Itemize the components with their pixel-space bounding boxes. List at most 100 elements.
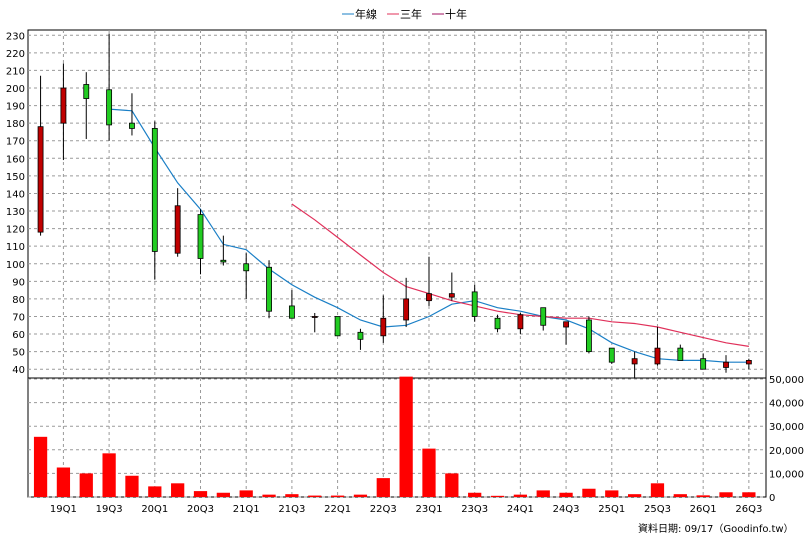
x-tick-label: 26Q3: [735, 504, 762, 515]
candle-body: [174, 205, 181, 254]
price-tick-label: 60: [12, 330, 25, 341]
volume-bar: [399, 376, 413, 497]
x-tick-label: 25Q3: [644, 504, 671, 515]
price-tick-label: 210: [6, 66, 25, 77]
price-axis: 40 50 60 70 80 90 100 110 120 130 140 150 160 170 180 1…: [6, 31, 25, 376]
x-tick-label: 21Q3: [278, 504, 305, 515]
x-tick-label: 23Q1: [416, 504, 443, 515]
price-tick-label: 70: [12, 312, 25, 323]
candle: [540, 307, 547, 331]
candle: [700, 353, 707, 370]
candle: [723, 355, 729, 373]
candle-body: [129, 122, 135, 129]
volume-bar: [239, 490, 253, 497]
candle: [37, 75, 44, 236]
volume-tick-label: 50,000: [769, 375, 804, 386]
candle-body: [311, 316, 318, 318]
volume-tick-label: 0: [769, 493, 775, 504]
volume-bar: [536, 490, 550, 497]
candle: [403, 277, 410, 328]
candle: [266, 260, 272, 319]
candle: [631, 351, 638, 378]
candle-body: [517, 314, 524, 330]
ma-year-line: [109, 108, 749, 363]
x-tick-label: 26Q1: [690, 504, 717, 515]
candle-body: [243, 263, 250, 272]
candle-body: [563, 321, 569, 328]
candle-body: [357, 331, 364, 340]
volume-bar: [330, 495, 345, 497]
x-tick-label: 24Q1: [507, 504, 534, 515]
volume-bar: [125, 475, 139, 497]
candle: [83, 72, 90, 139]
price-tick-label: 200: [6, 84, 25, 95]
candle-body: [471, 291, 478, 317]
x-tick-label: 25Q1: [598, 504, 625, 515]
x-axis: 19Q1 19Q3 20Q1 20Q3 21Q1 21Q3 22Q1 22Q3 23Q1 23Q3…: [50, 504, 762, 515]
data-date-footer: 資料日期: 09/17（Goodinfo.tw）: [638, 522, 794, 535]
candle-body: [220, 259, 227, 263]
volume-bar: [353, 494, 368, 497]
price-tick-label: 230: [6, 31, 25, 42]
price-tick-label: 140: [6, 189, 25, 200]
candle-body: [700, 358, 707, 370]
volume-bar: [376, 478, 390, 497]
candle: [448, 272, 455, 301]
volume-bar: [285, 494, 299, 497]
candle-body: [426, 293, 432, 302]
price-tick-label: 110: [6, 242, 25, 253]
price-tick-label: 220: [6, 49, 25, 60]
price-tick-label: 80: [12, 295, 25, 306]
candle: [608, 347, 615, 364]
candle: [357, 328, 364, 350]
candle-body: [494, 317, 501, 330]
candle-body: [380, 317, 387, 337]
candle-body: [586, 319, 592, 353]
volume-bar: [193, 491, 208, 497]
volume-tick-label: 10,000: [769, 469, 804, 480]
candle: [174, 188, 181, 257]
volume-bars: [33, 376, 756, 497]
volume-bar: [582, 488, 596, 497]
legend-label-ma-year: 年線: [355, 7, 377, 21]
price-tick-label: 100: [6, 260, 25, 271]
candle-body: [654, 347, 661, 365]
x-tick-label: 21Q1: [233, 504, 260, 515]
candle: [494, 314, 501, 333]
candle: [106, 33, 113, 141]
volume-bar: [719, 492, 733, 497]
candle-body: [608, 347, 615, 363]
candle-body: [723, 361, 729, 368]
candle-body: [540, 307, 547, 326]
legend: 年線 三年 十年: [342, 7, 467, 21]
volume-bar: [33, 436, 48, 497]
candle: [311, 312, 318, 333]
x-tick-label: 22Q1: [324, 504, 351, 515]
price-tick-label: 160: [6, 154, 25, 165]
candle-body: [403, 298, 410, 321]
volume-bar: [148, 486, 162, 497]
candle: [334, 316, 341, 337]
candle-body: [197, 214, 204, 259]
price-tick-label: 90: [12, 277, 25, 288]
volume-bar: [262, 494, 276, 497]
candlesticks: [37, 33, 752, 378]
volume-tick-label: 40,000: [769, 399, 804, 410]
candle-body: [334, 316, 341, 337]
candle: [380, 295, 387, 343]
candle: [288, 290, 295, 319]
candle: [471, 284, 478, 322]
volume-bar: [216, 492, 230, 497]
volume-bar: [79, 473, 93, 497]
candle-body: [288, 305, 295, 319]
volume-bar: [490, 495, 505, 497]
candle: [654, 327, 661, 366]
x-tick-label: 20Q1: [141, 504, 168, 515]
candle: [60, 63, 67, 161]
candle: [745, 358, 752, 370]
price-tick-label: 50: [12, 348, 25, 359]
candle: [151, 121, 158, 280]
price-tick-label: 40: [12, 365, 25, 376]
candle-body: [677, 347, 684, 361]
